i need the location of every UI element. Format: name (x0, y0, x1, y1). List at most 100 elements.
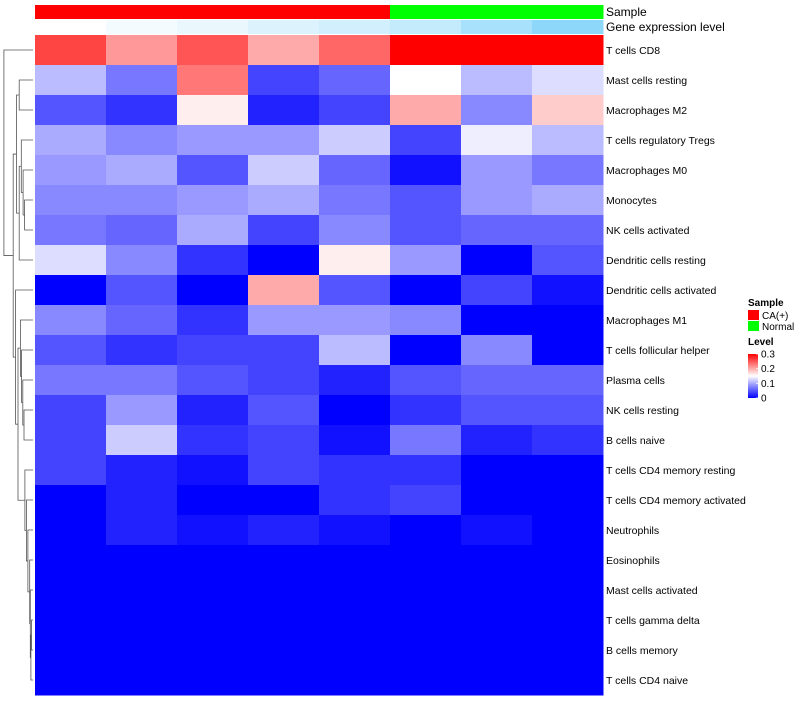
heatmap-cell (461, 665, 533, 696)
row-label: Dendritic cells activated (606, 285, 716, 297)
heatmap-cell (532, 635, 604, 666)
level-legend-title: Level (748, 337, 774, 348)
heatmap-cell (319, 575, 391, 606)
heatmap-cell (35, 95, 107, 126)
sample-annotation-cell (532, 5, 604, 19)
heatmap-cell (248, 65, 320, 96)
row-label: T cells gamma delta (606, 615, 700, 627)
heatmap-cell (177, 245, 249, 276)
heatmap-cell (35, 65, 107, 96)
heatmap-cell (248, 335, 320, 366)
heatmap-cell (532, 245, 604, 276)
heatmap-cell (177, 605, 249, 636)
heatmap-cell (248, 95, 320, 126)
sample-annotation-cell (319, 5, 391, 19)
heatmap-cell (35, 155, 107, 186)
heatmap-cell (177, 485, 249, 516)
sample-legend-label: CA(+) (762, 311, 788, 322)
heatmap-cell (106, 635, 178, 666)
heatmap-cell (248, 455, 320, 486)
heatmap-cell (248, 395, 320, 426)
heatmap-cell (177, 545, 249, 576)
heatmap-cell (319, 65, 391, 96)
heatmap-cell (461, 35, 533, 66)
heatmap-cell (532, 335, 604, 366)
heatmap-cell (532, 665, 604, 696)
sample-annotation-cell (390, 5, 462, 19)
heatmap-cell (106, 35, 178, 66)
row-label: Mast cells resting (606, 75, 687, 87)
heatmap-cell (390, 635, 462, 666)
row-label: Neutrophils (606, 525, 659, 537)
row-label: Mast cells activated (606, 585, 698, 597)
expression-annotation-cell (390, 20, 462, 34)
heatmap-cell (106, 365, 178, 396)
heatmap-cell (532, 515, 604, 546)
heatmap-cell (35, 605, 107, 636)
heatmap-cell (532, 275, 604, 306)
heatmap-cell (461, 515, 533, 546)
row-label: T cells CD8 (606, 45, 660, 57)
heatmap-cell (319, 455, 391, 486)
heatmap-cell (35, 515, 107, 546)
heatmap-cell (461, 125, 533, 156)
heatmap-cell (106, 185, 178, 216)
heatmap-cell (177, 275, 249, 306)
row-dendrogram (3, 49, 33, 681)
heatmap-cell (35, 185, 107, 216)
expression-annotation-cell (532, 20, 604, 34)
heatmap-cell (319, 395, 391, 426)
heatmap-cell (35, 455, 107, 486)
heatmap-cell (532, 35, 604, 66)
expression-annotation-cell (35, 20, 107, 34)
level-legend-tick-label: 0 (761, 394, 767, 405)
heatmap-cell (390, 305, 462, 336)
heatmap-cell (532, 95, 604, 126)
heatmap-cell (461, 245, 533, 276)
heatmap-cell (177, 335, 249, 366)
heatmap-cell (248, 275, 320, 306)
heatmap-cell (532, 215, 604, 246)
heatmap-cell (461, 65, 533, 96)
heatmap-cell (319, 35, 391, 66)
expression-annotation-cell (461, 20, 533, 34)
heatmap-cell (532, 185, 604, 216)
heatmap-cell (461, 275, 533, 306)
heatmap-cell (177, 305, 249, 336)
heatmap-cell (319, 665, 391, 696)
heatmap-cell (248, 35, 320, 66)
row-label: T cells follicular helper (606, 345, 710, 357)
heatmap-cell (319, 635, 391, 666)
heatmap-cell (390, 95, 462, 126)
heatmap-cell (35, 305, 107, 336)
heatmap-cell (532, 545, 604, 576)
row-label: Plasma cells (606, 375, 665, 387)
heatmap-cell (177, 455, 249, 486)
heatmap-cell (532, 575, 604, 606)
row-label: B cells naive (606, 435, 665, 447)
heatmap-cell (390, 215, 462, 246)
heatmap-cell (461, 545, 533, 576)
heatmap-cell (35, 215, 107, 246)
heatmap-cell (532, 425, 604, 456)
heatmap-cell (461, 425, 533, 456)
heatmap-cell (461, 335, 533, 366)
sample-legend-title: Sample (748, 298, 784, 309)
heatmap-cell (319, 275, 391, 306)
heatmap-cell (319, 155, 391, 186)
row-label: T cells CD4 memory activated (606, 495, 746, 507)
heatmap-cell (532, 65, 604, 96)
heatmap-cell (319, 515, 391, 546)
heatmap-cell (177, 215, 249, 246)
expression-annotation-cell (248, 20, 320, 34)
heatmap-cell (177, 425, 249, 456)
heatmap-cell (35, 335, 107, 366)
heatmap-cell (248, 215, 320, 246)
heatmap-cell (35, 125, 107, 156)
heatmap-cell (248, 305, 320, 336)
heatmap-cell (106, 455, 178, 486)
heatmap-cell (248, 365, 320, 396)
heatmap-cell (319, 305, 391, 336)
